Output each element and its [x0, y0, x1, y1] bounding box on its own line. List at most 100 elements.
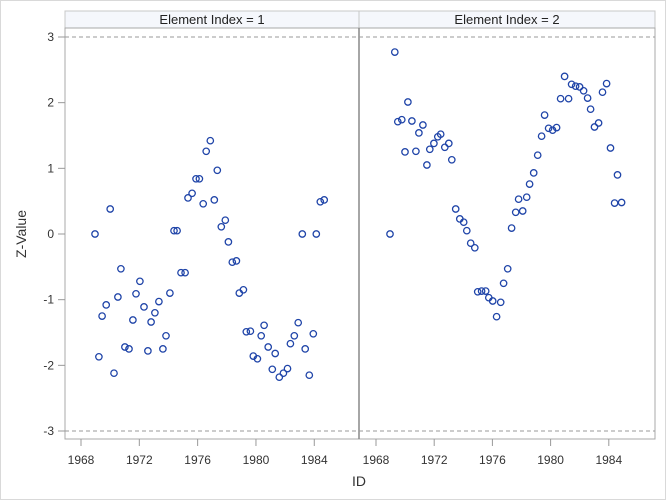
data-point — [239, 285, 248, 294]
data-point — [95, 352, 103, 361]
data-point — [415, 129, 423, 137]
data-point — [144, 347, 152, 355]
data-point — [425, 145, 434, 154]
data-point — [199, 199, 208, 208]
data-point — [386, 230, 394, 238]
data-point — [129, 316, 137, 324]
data-point — [117, 264, 125, 273]
data-point — [397, 115, 406, 124]
data-point — [503, 264, 512, 273]
data-point — [206, 136, 215, 145]
data-point — [598, 88, 607, 97]
y-tick-label: 2 — [47, 96, 54, 110]
data-point — [529, 169, 538, 177]
data-point — [136, 277, 144, 286]
data-point — [492, 312, 501, 321]
data-points-panel-1 — [91, 136, 329, 382]
data-point — [423, 161, 431, 169]
data-point — [540, 111, 549, 119]
data-point — [283, 364, 292, 373]
data-point — [110, 369, 118, 378]
data-point — [232, 257, 241, 265]
x-tick-label: 1968 — [363, 453, 390, 467]
y-tick-label: -2 — [43, 358, 54, 372]
data-point — [275, 373, 284, 382]
x-tick-label: 1980 — [537, 453, 564, 467]
data-point — [155, 297, 163, 306]
data-point — [511, 208, 520, 217]
data-point — [213, 166, 222, 175]
data-point — [606, 144, 615, 152]
data-point — [294, 318, 303, 327]
x-tick-label: 1972 — [421, 453, 448, 467]
data-point — [290, 331, 299, 340]
x-axis-panel-2: 1968 1972 1976 1980 1984 — [363, 439, 622, 467]
data-point — [316, 197, 325, 206]
data-point — [195, 174, 204, 183]
data-point — [444, 139, 453, 148]
data-point — [459, 218, 468, 227]
data-point — [162, 331, 170, 340]
x-tick-label: 1976 — [479, 453, 506, 467]
data-point — [473, 287, 482, 296]
data-point — [462, 226, 471, 235]
data-point — [246, 327, 255, 336]
data-point — [309, 329, 318, 338]
data-point — [564, 94, 573, 103]
data-point — [217, 222, 226, 231]
data-point — [202, 147, 211, 156]
y-tick-label: -3 — [43, 424, 54, 438]
data-point — [305, 371, 314, 380]
data-point — [537, 132, 546, 141]
data-point — [514, 195, 523, 204]
data-point — [151, 308, 159, 317]
data-point — [481, 287, 490, 295]
data-point — [419, 121, 427, 129]
y-tick-label: 3 — [47, 30, 54, 44]
data-point — [590, 123, 599, 131]
panel-title-2: Element Index = 2 — [454, 12, 559, 27]
data-point — [221, 216, 230, 225]
data-point — [253, 354, 262, 363]
data-point — [507, 224, 516, 232]
x-tick-label: 1976 — [184, 453, 211, 467]
data-point — [228, 258, 237, 267]
data-point — [401, 148, 409, 156]
x-tick-label: 1984 — [595, 453, 622, 467]
x-axis-title: ID — [352, 473, 366, 489]
data-point — [552, 123, 561, 132]
data-point — [132, 289, 140, 298]
data-point — [571, 82, 580, 91]
data-point — [166, 289, 174, 297]
data-point — [312, 230, 321, 238]
data-point — [102, 301, 111, 309]
data-point — [466, 239, 475, 248]
data-point — [470, 243, 479, 252]
data-point — [264, 343, 273, 351]
data-point — [412, 147, 420, 156]
data-point — [430, 139, 438, 148]
y-axis-title: Z-Value — [13, 210, 29, 258]
data-point — [447, 155, 456, 164]
data-point — [436, 130, 445, 139]
data-point — [408, 117, 416, 125]
data-point — [567, 80, 576, 89]
data-point — [279, 369, 288, 378]
data-point — [586, 105, 595, 114]
data-point — [286, 339, 295, 348]
data-point — [106, 205, 115, 213]
panel-title-1: Element Index = 1 — [159, 12, 264, 27]
data-point — [404, 98, 412, 106]
y-tick-label: -1 — [43, 293, 54, 307]
x-tick-label: 1984 — [301, 453, 328, 467]
data-point — [98, 312, 106, 320]
data-point — [579, 86, 588, 95]
data-point — [393, 117, 402, 126]
data-point — [477, 287, 486, 295]
data-point — [488, 297, 497, 305]
data-point — [298, 230, 307, 238]
data-point — [210, 196, 219, 204]
data-point — [188, 189, 196, 198]
panel-header-1: Element Index = 1 — [64, 10, 360, 29]
data-point — [177, 268, 185, 277]
